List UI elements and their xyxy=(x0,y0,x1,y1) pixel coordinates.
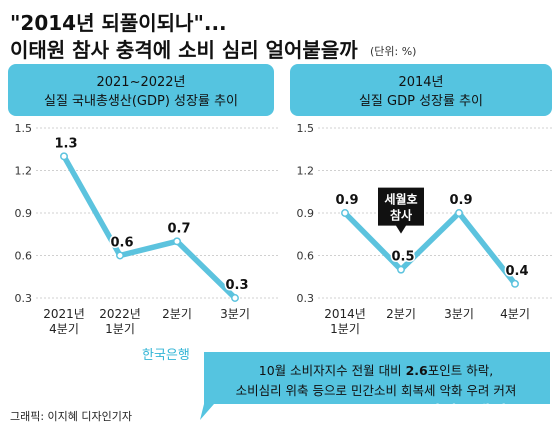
data-point xyxy=(511,279,519,288)
data-point xyxy=(341,209,349,217)
y-tick-label: 1.2 xyxy=(297,165,315,178)
data-point xyxy=(173,237,181,246)
watermark-name: 머니투데이 xyxy=(424,403,507,424)
callout-box xyxy=(200,352,550,420)
data-label: 0.9 xyxy=(335,193,358,208)
y-tick-label: 0.9 xyxy=(15,207,33,220)
data-point xyxy=(231,294,239,302)
x-tick-label: 1분기 xyxy=(105,322,135,336)
x-tick-label: 2022년 xyxy=(99,307,141,321)
x-tick-label: 2분기 xyxy=(162,307,192,321)
y-tick-label: 0.3 xyxy=(15,292,33,305)
right-chart-title-1: 2014년 xyxy=(398,75,443,90)
data-label: 1.3 xyxy=(54,136,77,151)
data-point xyxy=(397,265,405,274)
y-tick-label: 1.5 xyxy=(297,122,315,135)
callout-line-1: 10월 소비자지수 전월 대비 2.6포인트 하락, xyxy=(259,363,493,378)
y-tick-label: 0.9 xyxy=(297,207,315,220)
x-tick-label: 4분기 xyxy=(500,307,530,321)
data-label: 0.5 xyxy=(391,250,414,265)
title-line-2: 이태원 참사 충격에 소비 심리 얼어붙을까 xyxy=(10,38,358,62)
x-tick-label: 2014년 xyxy=(324,307,366,321)
x-tick-label: 2분기 xyxy=(386,307,416,321)
y-tick-label: 0.6 xyxy=(15,250,33,263)
title-line-1: "2014년 되풀이되나"... xyxy=(10,11,227,35)
left-panel-header xyxy=(8,64,274,116)
left-chart-title-2: 실질 국내총생산(GDP) 성장률 추이 xyxy=(44,94,238,109)
data-label: 0.7 xyxy=(167,221,190,236)
callout-text-pre: 10월 소비자지수 전월 대비 xyxy=(259,363,406,378)
x-tick-label: 4분기 xyxy=(49,322,79,336)
watermark-mt: MT xyxy=(398,408,421,423)
data-point xyxy=(60,152,68,161)
source-label: 한국은행 xyxy=(142,347,190,363)
x-tick-label: 3분기 xyxy=(444,307,474,321)
credit-label: 그래픽: 이지혜 디자인기자 xyxy=(10,410,132,423)
series-line xyxy=(342,210,518,287)
unit-label: (단위: %) xyxy=(370,45,416,58)
x-tick-label: 3분기 xyxy=(220,307,250,321)
left-chart-title-1: 2021~2022년 xyxy=(96,75,185,90)
data-label: 0.9 xyxy=(449,193,472,208)
data-label: 0.6 xyxy=(110,236,133,251)
data-label: 0.4 xyxy=(505,264,528,279)
annotation-line-1: 세월호 xyxy=(384,192,417,207)
data-point xyxy=(455,209,463,217)
y-tick-label: 0.6 xyxy=(297,250,315,263)
data-point xyxy=(116,251,124,260)
callout-line-2: 소비심리 위축 등으로 민간소비 회복세 악화 우려 커져 xyxy=(236,383,517,398)
series-line xyxy=(61,153,238,301)
data-label: 0.3 xyxy=(225,278,248,293)
annotation-box xyxy=(378,187,424,234)
y-tick-label: 0.3 xyxy=(297,292,315,305)
right-chart-title-2: 실질 GDP 성장률 추이 xyxy=(359,94,483,109)
y-tick-label: 1.5 xyxy=(15,122,33,135)
x-tick-label: 2021년 xyxy=(43,307,85,321)
x-tick-label: 1분기 xyxy=(330,322,360,336)
y-tick-label: 1.2 xyxy=(15,165,33,178)
right-panel-header xyxy=(290,64,552,116)
callout-highlight: 2.6 xyxy=(406,363,428,378)
annotation-line-2: 참사 xyxy=(390,208,412,223)
callout-text-post: 포인트 하락, xyxy=(428,363,493,378)
